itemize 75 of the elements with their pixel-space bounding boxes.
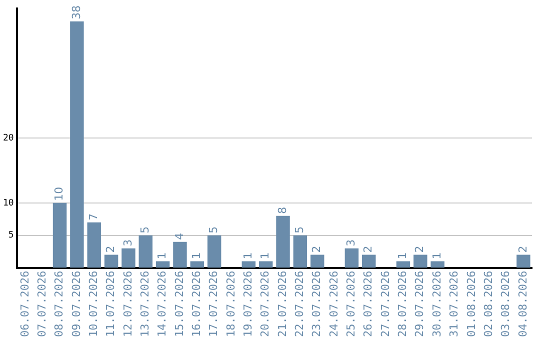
bar — [87, 222, 101, 268]
data-label: 1 — [430, 252, 444, 260]
y-tick-label: 10 — [2, 198, 14, 208]
data-label: 1 — [258, 252, 272, 260]
bar — [104, 254, 118, 268]
bar — [310, 254, 324, 268]
data-label: 3 — [121, 239, 134, 246]
bar — [190, 261, 204, 268]
data-label: 1 — [156, 252, 169, 260]
bar — [293, 235, 308, 268]
y-tick-label: 20 — [2, 133, 14, 144]
x-tick-label: 16.07.2026 — [190, 270, 204, 338]
data-label: 2 — [362, 246, 375, 253]
x-tick-label: 26.07.2026 — [362, 270, 375, 338]
x-tick-label: 12.07.2026 — [121, 270, 134, 338]
x-tick-label: 04.08.2026 — [516, 270, 530, 338]
bar — [276, 216, 290, 268]
data-label: 38 — [70, 5, 83, 20]
bar — [430, 261, 444, 268]
data-label: 5 — [293, 226, 306, 234]
bar — [207, 235, 222, 268]
data-label: 5 — [207, 226, 220, 234]
data-label: 1 — [396, 252, 410, 260]
x-tick-label: 31.07.2026 — [448, 270, 461, 338]
x-tick-label: 18.07.2026 — [224, 270, 238, 338]
bar — [138, 235, 152, 268]
x-tick-label: 20.07.2026 — [258, 270, 272, 338]
x-tick-label: 28.07.2026 — [396, 270, 410, 338]
x-tick-label: 30.07.2026 — [430, 270, 444, 338]
x-tick-label: 17.07.2026 — [207, 270, 220, 338]
data-label: 3 — [344, 239, 358, 246]
x-tick-label: 03.08.2026 — [499, 270, 512, 338]
x-tick-label: 21.07.2026 — [276, 270, 289, 338]
x-tick-label: 08.07.2026 — [52, 270, 66, 338]
x-tick-label: 24.07.2026 — [327, 270, 340, 338]
bar — [414, 254, 428, 268]
data-label: 1 — [242, 252, 255, 260]
data-label: 2 — [413, 246, 426, 253]
bar — [362, 254, 376, 268]
y-tick-label: 5 — [8, 230, 14, 241]
x-tick-label: 09.07.2026 — [70, 270, 83, 338]
x-tick-label: 07.07.2026 — [35, 270, 48, 338]
x-tick-label: 25.07.2026 — [344, 270, 358, 338]
x-tick-label: 01.08.2026 — [464, 270, 478, 338]
x-tick-label: 10.07.2026 — [86, 270, 100, 338]
x-tick-label: 02.08.2026 — [482, 270, 495, 338]
data-label: 4 — [172, 232, 186, 240]
bar — [344, 248, 359, 268]
data-label: 2 — [104, 246, 118, 253]
bar — [52, 202, 67, 268]
bar — [242, 261, 256, 268]
x-tick-label: 27.07.2026 — [378, 270, 392, 338]
x-tick-label: 06.07.2026 — [18, 270, 32, 338]
data-label: 2 — [516, 246, 530, 253]
bar — [156, 261, 170, 268]
x-tick-label: 22.07.2026 — [293, 270, 306, 338]
bar — [258, 261, 273, 268]
data-label: 5 — [138, 226, 152, 234]
bar — [70, 21, 84, 268]
data-label: 2 — [310, 246, 324, 253]
x-tick-label: 29.07.2026 — [413, 270, 426, 338]
bar — [516, 254, 530, 268]
x-tick-label: 11.07.2026 — [104, 270, 118, 338]
x-tick-label: 13.07.2026 — [138, 270, 152, 338]
data-label: 1 — [190, 252, 204, 260]
bar — [173, 242, 187, 268]
data-label: 8 — [276, 206, 289, 214]
data-label: 10 — [52, 186, 66, 201]
x-tick-label: 14.07.2026 — [156, 270, 169, 338]
bar — [396, 261, 410, 268]
x-tick-label: 23.07.2026 — [310, 270, 324, 338]
x-tick-label: 19.07.2026 — [242, 270, 255, 338]
data-label: 7 — [86, 213, 100, 220]
x-tick-label: 15.07.2026 — [172, 270, 186, 338]
bar — [122, 248, 136, 268]
